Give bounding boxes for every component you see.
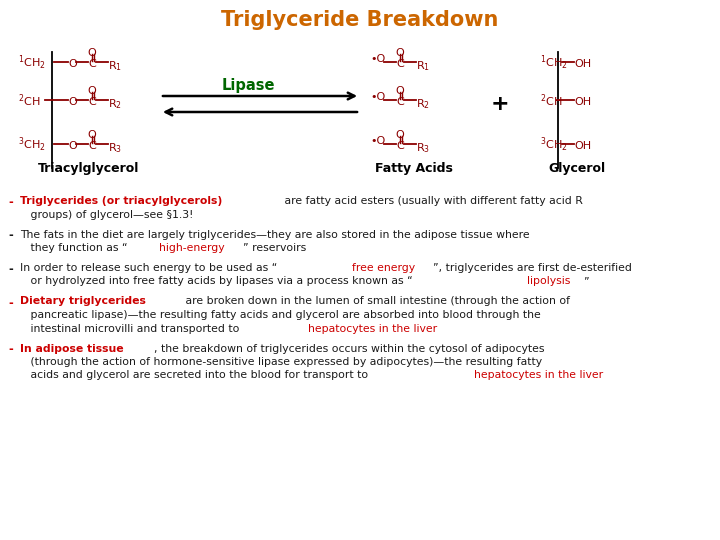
Text: R$_3$: R$_3$	[416, 141, 430, 155]
Text: acids and glycerol are secreted into the blood for transport to: acids and glycerol are secreted into the…	[20, 370, 372, 381]
Text: O: O	[88, 86, 96, 96]
Text: Dietary triglycerides: Dietary triglycerides	[20, 296, 146, 307]
Text: are broken down in the lumen of small intestine (through the action of: are broken down in the lumen of small in…	[182, 296, 570, 307]
Text: OH: OH	[574, 141, 591, 151]
Text: •O: •O	[370, 92, 385, 102]
Text: Triglycerides (or triacylglycerols): Triglycerides (or triacylglycerols)	[20, 196, 222, 206]
Text: •O: •O	[370, 136, 385, 146]
Text: OH: OH	[574, 97, 591, 107]
Text: $^1$CH$_2$: $^1$CH$_2$	[540, 54, 568, 72]
Text: hepatocytes in the liver: hepatocytes in the liver	[474, 370, 603, 381]
Text: $^3$CH$_2$: $^3$CH$_2$	[540, 136, 568, 154]
Text: The fats in the diet are largely triglycerides—they are also stored in the adipo: The fats in the diet are largely triglyc…	[20, 230, 530, 240]
Text: -: -	[8, 296, 13, 309]
Text: In order to release such energy to be used as “: In order to release such energy to be us…	[20, 263, 277, 273]
Text: are fatty acid esters (usually with different fatty acid R: are fatty acid esters (usually with diff…	[281, 196, 583, 206]
Text: O: O	[395, 130, 405, 140]
Text: R$_2$: R$_2$	[416, 97, 430, 111]
Text: Glycerol: Glycerol	[548, 162, 605, 175]
Text: C: C	[396, 97, 404, 107]
Text: OH: OH	[574, 59, 591, 69]
Text: O: O	[68, 141, 77, 151]
Text: free energy: free energy	[352, 263, 415, 273]
Text: R$_3$: R$_3$	[108, 141, 122, 155]
Text: high-energy: high-energy	[158, 243, 225, 253]
Text: O: O	[88, 48, 96, 58]
Text: ”, triglycerides are first de-esterified: ”, triglycerides are first de-esterified	[433, 263, 632, 273]
Text: R$_2$: R$_2$	[108, 97, 122, 111]
Text: lipolysis: lipolysis	[526, 276, 570, 287]
Text: Triacylglycerol: Triacylglycerol	[38, 162, 140, 175]
Text: they function as “: they function as “	[20, 243, 127, 253]
Text: C: C	[88, 141, 96, 151]
Text: ”: ”	[582, 276, 588, 287]
Text: -: -	[8, 230, 13, 242]
Text: , the breakdown of triglycerides occurs within the cytosol of adipocytes: , the breakdown of triglycerides occurs …	[153, 343, 544, 354]
Text: Lipase: Lipase	[221, 78, 275, 93]
Text: O: O	[68, 97, 77, 107]
Text: •O: •O	[370, 54, 385, 64]
Text: R$_1$: R$_1$	[416, 59, 430, 73]
Text: +: +	[491, 94, 509, 114]
Text: C: C	[88, 59, 96, 69]
Text: $^1$CH$_2$: $^1$CH$_2$	[18, 54, 46, 72]
Text: (through the action of hormone-sensitive lipase expressed by adipocytes)—the res: (through the action of hormone-sensitive…	[20, 357, 542, 367]
Text: Triglyceride Breakdown: Triglyceride Breakdown	[221, 10, 499, 30]
Text: pancreatic lipase)—the resulting fatty acids and glycerol are absorbed into bloo: pancreatic lipase)—the resulting fatty a…	[20, 310, 541, 320]
Text: groups) of glycerol—see §1.3!: groups) of glycerol—see §1.3!	[20, 210, 194, 219]
Text: -: -	[8, 263, 13, 276]
Text: $^2$CH: $^2$CH	[18, 92, 40, 109]
Text: or hydrolyzed into free fatty acids by lipases via a process known as “: or hydrolyzed into free fatty acids by l…	[20, 276, 413, 287]
Text: $^2$CH: $^2$CH	[540, 92, 562, 109]
Text: ” reservoirs: ” reservoirs	[243, 243, 307, 253]
Text: C: C	[88, 97, 96, 107]
Text: -: -	[8, 196, 13, 209]
Text: C: C	[396, 59, 404, 69]
Text: $^3$CH$_2$: $^3$CH$_2$	[18, 136, 46, 154]
Text: R$_1$: R$_1$	[108, 59, 122, 73]
Text: In adipose tissue: In adipose tissue	[20, 343, 124, 354]
Text: O: O	[88, 130, 96, 140]
Text: O: O	[68, 59, 77, 69]
Text: O: O	[395, 48, 405, 58]
Text: -: -	[8, 343, 13, 356]
Text: intestinal microvilli and transported to: intestinal microvilli and transported to	[20, 323, 243, 334]
Text: hepatocytes in the liver: hepatocytes in the liver	[307, 323, 437, 334]
Text: O: O	[395, 86, 405, 96]
Text: Fatty Acids: Fatty Acids	[375, 162, 453, 175]
Text: C: C	[396, 141, 404, 151]
